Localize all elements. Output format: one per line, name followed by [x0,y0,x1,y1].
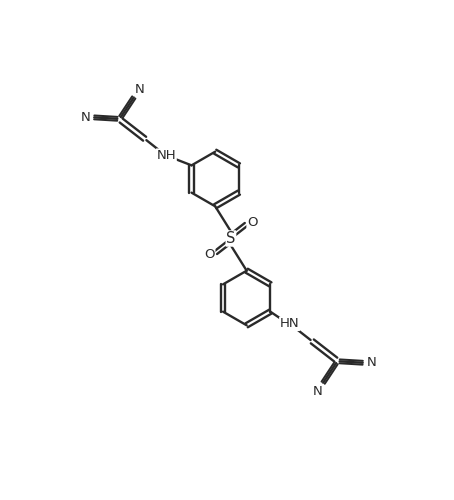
Text: O: O [247,216,257,229]
Text: O: O [204,248,215,261]
Text: NH: NH [157,149,176,162]
Text: S: S [226,231,236,246]
Text: N: N [367,356,377,369]
Text: N: N [135,82,145,96]
Text: HN: HN [280,318,299,330]
Text: N: N [312,384,322,398]
Text: N: N [80,111,90,124]
